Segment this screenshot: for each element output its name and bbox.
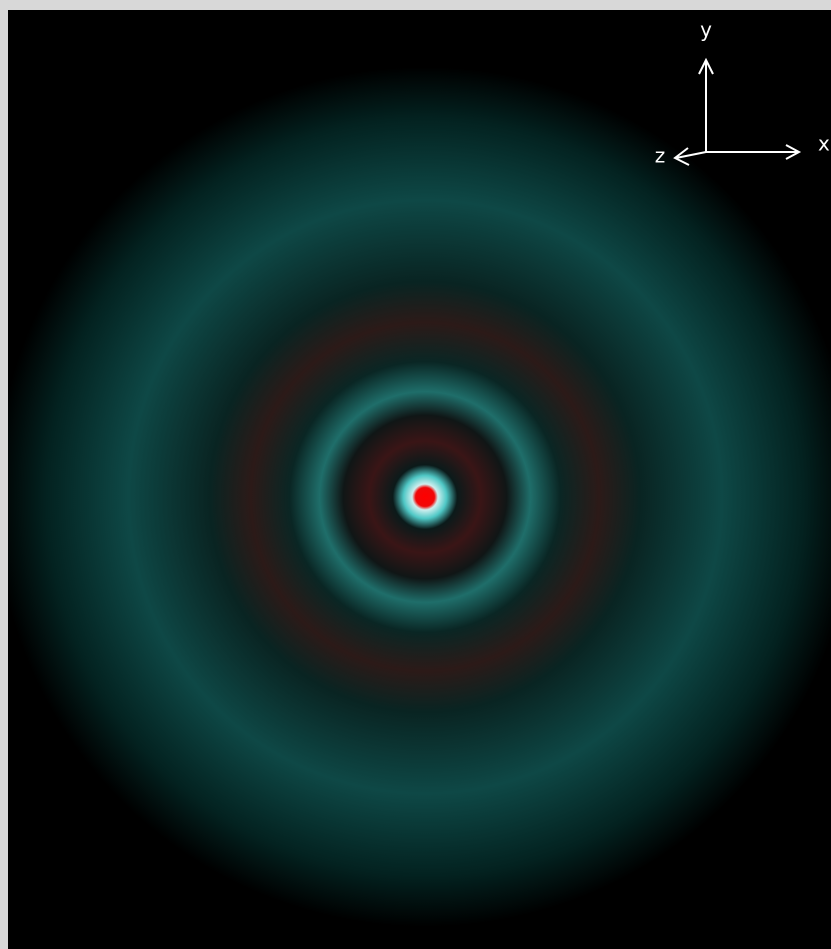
x-label: x <box>818 132 830 156</box>
z-label: z <box>655 144 666 168</box>
orbital-density <box>8 10 831 949</box>
body: y x z (() => { const data = JSON.parse(d… <box>0 0 831 949</box>
y-label: y <box>700 18 712 42</box>
viewer: y x z <box>0 0 831 949</box>
page: {"axes": {"y": "y", "x": "x", "z": "z"}}… <box>0 0 831 949</box>
